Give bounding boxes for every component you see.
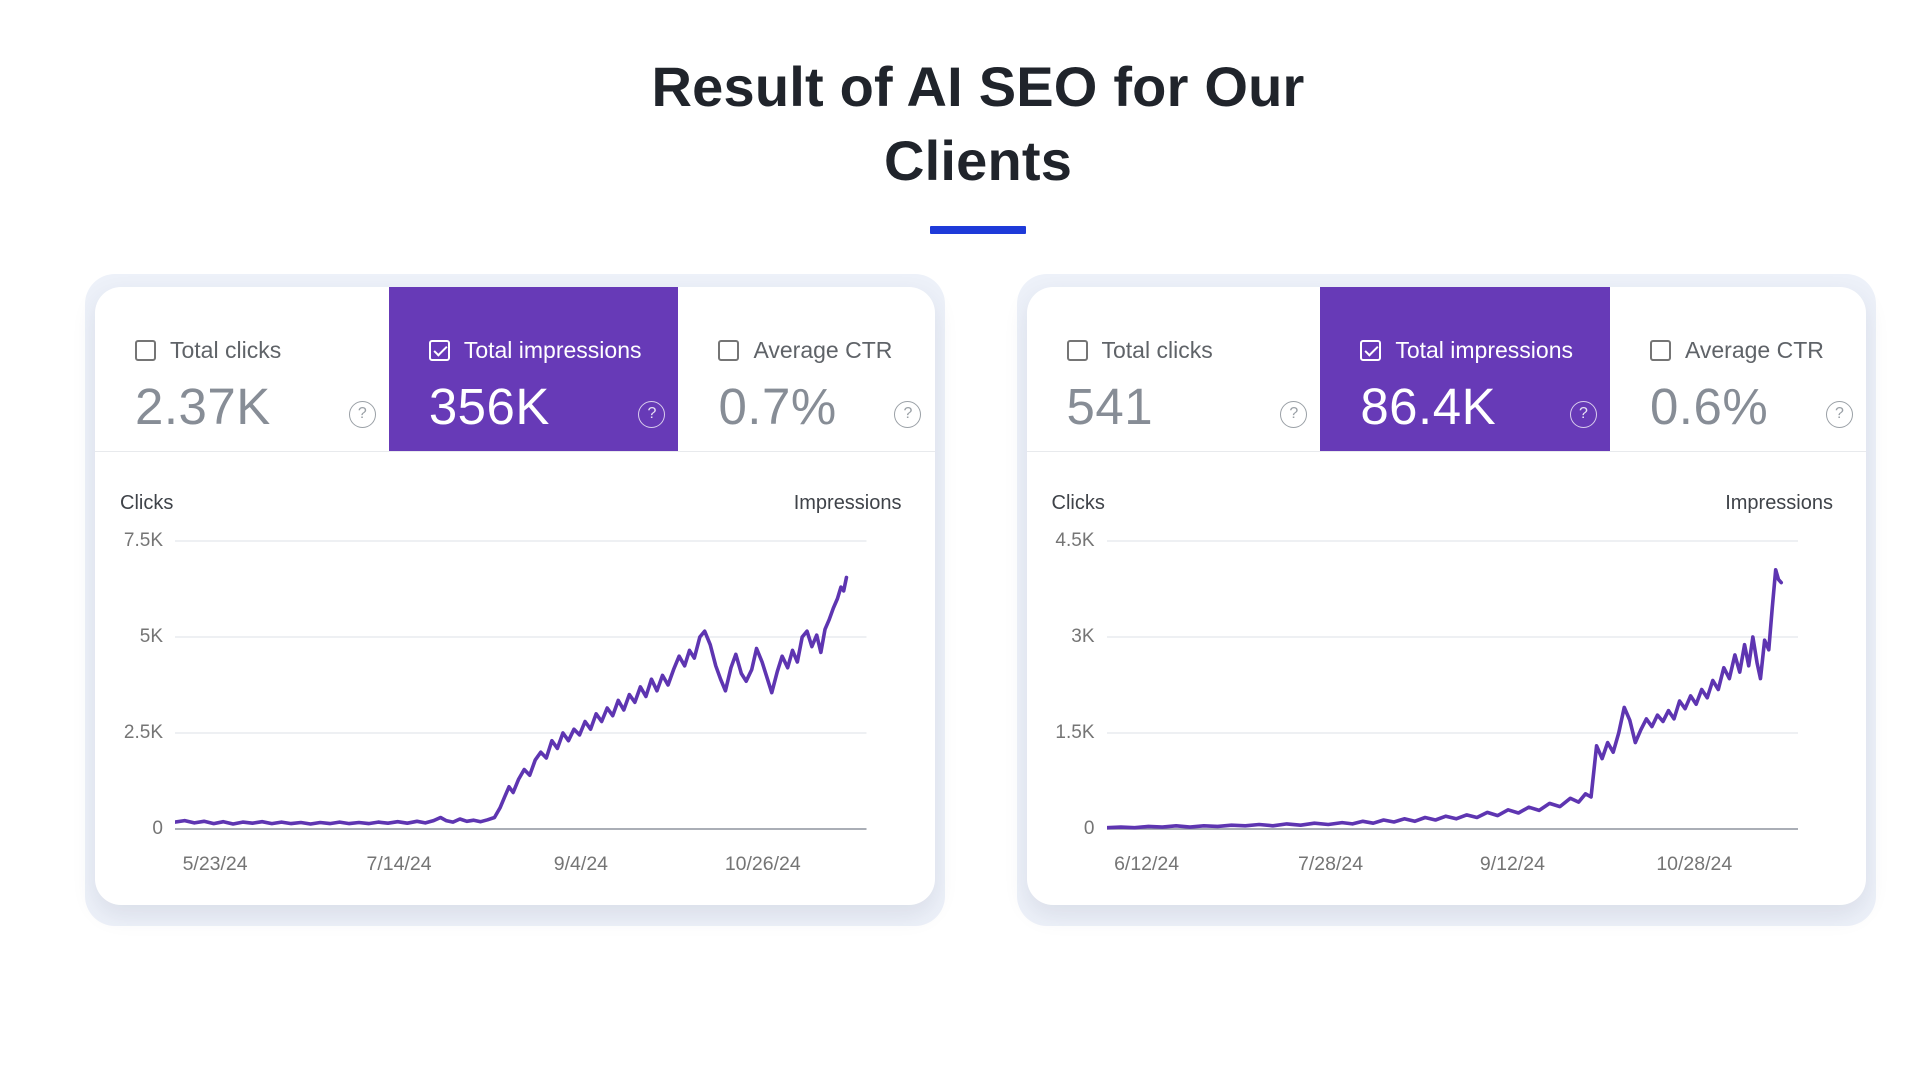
line-chart-svg [175,531,867,831]
metric-value: 86.4K [1360,377,1497,435]
average-ctr-checkbox-unchecked-icon[interactable] [718,339,740,361]
x-axis-tick: 7/14/24 [366,852,432,875]
page-title: Result of AI SEO for Our Clients [36,50,1920,198]
y-axis-labels: 7.5K 5K 2.5K 0 [95,529,175,839]
total-impressions-checkbox-checked-icon[interactable] [1360,339,1382,361]
chart-panel-1: Total clicks 2.37K ? Total impressions 3… [85,273,945,926]
search-console-card-2: Total clicks 541 ? Total impressions 86.… [1026,286,1867,905]
metric-tile-total-clicks-1[interactable]: Total clicks 2.37K ? [95,287,389,451]
metric-label: Total clicks [1101,336,1213,363]
x-axis-tick: 10/26/24 [724,852,801,875]
metric-value: 2.37K [135,377,271,435]
charts-row: Total clicks 2.37K ? Total impressions 3… [85,273,1876,926]
y-axis-tick: 5K [139,625,163,647]
metric-tile-total-impressions-1[interactable]: Total impressions 356K ? [388,286,679,451]
help-icon[interactable]: ? [638,400,666,428]
chart-body-1: Clicks Impressions 7.5K 5K 2.5K 0 5/23/24 7/… [95,452,935,905]
x-axis-tick: 6/12/24 [1114,852,1180,875]
chart-panel-2: Total clicks 541 ? Total impressions 86.… [1016,273,1876,926]
help-icon[interactable]: ? [348,400,376,428]
metric-label: Average CTR [753,336,893,363]
metric-value: 0.7% [718,377,837,435]
metric-tile-total-impressions-2[interactable]: Total impressions 86.4K ? [1320,286,1610,451]
chart-body-2: Clicks Impressions 4.5K 3K 1.5K 0 6/12/24 7/… [1027,452,1867,905]
impressions-line-chart-2 [1107,531,1799,831]
metric-label: Average CTR [1684,336,1824,363]
help-icon[interactable]: ? [894,400,922,428]
help-icon[interactable]: ? [1569,400,1597,428]
x-axis-labels: 6/12/24 7/28/24 9/12/24 10/28/24 [1107,843,1799,887]
total-clicks-checkbox-unchecked-icon[interactable] [135,339,156,361]
x-axis-tick: 5/23/24 [182,852,248,875]
x-axis-labels: 5/23/24 7/14/24 9/4/24 10/26/24 [175,843,867,887]
help-icon[interactable]: ? [1825,400,1853,428]
total-clicks-checkbox-unchecked-icon[interactable] [1066,339,1088,361]
line-chart-svg [1107,531,1799,831]
metric-tile-total-clicks-2[interactable]: Total clicks 541 ? [1027,287,1321,451]
impressions-line-chart-1 [175,531,867,831]
metric-value: 541 [1066,377,1154,435]
total-impressions-checkbox-checked-icon[interactable] [428,339,450,361]
left-axis-title: Clicks [1051,491,1105,514]
metric-label: Total impressions [1395,336,1573,363]
title-accent-underline [930,225,1026,234]
metric-label: Total clicks [170,336,282,363]
total-impressions-line [1107,570,1781,828]
metrics-header-2: Total clicks 541 ? Total impressions 86.… [1026,286,1866,452]
x-axis-tick: 10/28/24 [1656,852,1733,875]
metric-tile-average-ctr-1[interactable]: Average CTR 0.7% ? [678,287,934,451]
total-impressions-line [175,577,846,824]
y-axis-tick: 4.5K [1055,529,1095,551]
metric-value: 356K [428,377,550,435]
left-axis-title: Clicks [120,491,174,514]
x-axis-tick: 9/12/24 [1479,852,1545,875]
y-axis-tick: 7.5K [123,529,163,551]
y-axis-tick: 2.5K [123,721,163,743]
metric-label: Total impressions [463,336,642,363]
right-axis-title: Impressions [1725,491,1833,514]
metric-value: 0.6% [1649,377,1769,435]
search-console-card-1: Total clicks 2.37K ? Total impressions 3… [95,286,935,905]
average-ctr-checkbox-unchecked-icon[interactable] [1649,339,1671,361]
x-axis-tick: 7/28/24 [1298,852,1364,875]
metric-tile-average-ctr-2[interactable]: Average CTR 0.6% ? [1610,287,1866,451]
x-axis-tick: 9/4/24 [553,852,609,875]
help-icon[interactable]: ? [1280,400,1308,428]
y-axis-tick: 0 [152,817,163,839]
right-axis-title: Impressions [793,491,902,514]
y-axis-tick: 3K [1071,625,1095,647]
page-title-line2: Clients [883,128,1073,192]
y-axis-tick: 1.5K [1055,721,1095,743]
page-title-line1: Result of AI SEO for Our [651,55,1305,118]
y-axis-labels: 4.5K 3K 1.5K 0 [1027,529,1107,839]
y-axis-tick: 0 [1083,817,1095,839]
metrics-header-1: Total clicks 2.37K ? Total impressions 3… [95,286,935,452]
hero-section: Result of AI SEO for Our Clients [0,0,1920,234]
